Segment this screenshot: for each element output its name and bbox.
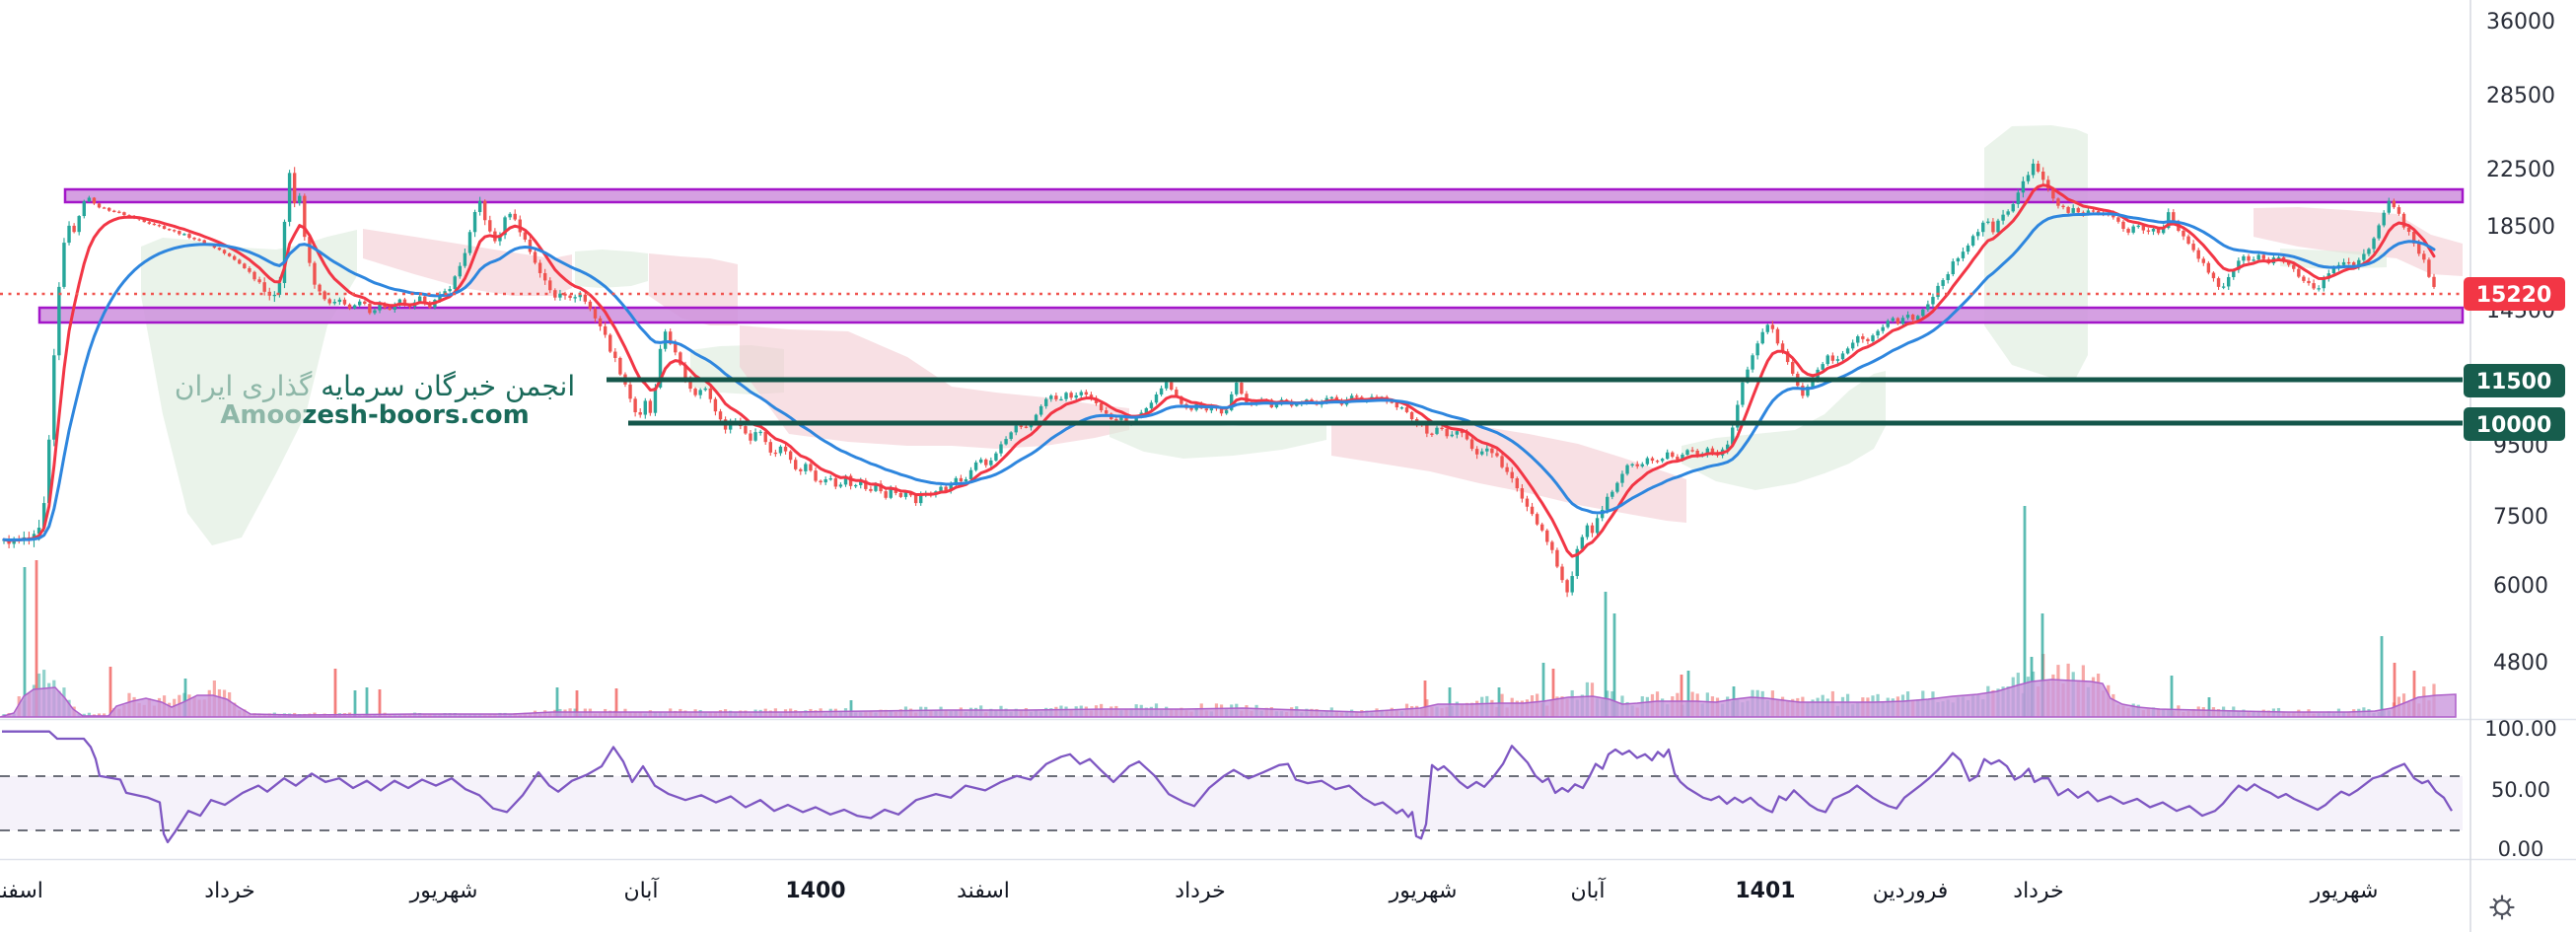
price-axis-label: 7500 (2493, 505, 2548, 530)
time-axis-month-label: شهریور (1389, 879, 1458, 903)
resistance-zone (63, 187, 2465, 204)
price-axis-label: 18500 (2486, 215, 2555, 240)
time-axis-year-label: 1400 (785, 879, 845, 903)
time-axis-month-label: اسفند (957, 879, 1010, 903)
level-badge-10000 (2464, 407, 2565, 441)
indicator-axis-label: 50.00 (2491, 778, 2550, 802)
price-axis[interactable]: 3600028500225001850014500950075006000480… (2486, 10, 2555, 676)
time-axis-month-label: خرداد (2013, 879, 2063, 903)
volume-ma-area (0, 679, 2457, 718)
supply-zone (37, 306, 2465, 324)
oscillator-band (0, 776, 2463, 830)
svg-text:11500: 11500 (2476, 370, 2552, 394)
price-axis-label: 22500 (2486, 158, 2555, 182)
level-badge-11500 (2464, 364, 2565, 397)
time-axis-month-label: آبان (623, 877, 659, 903)
oscillator-line (2, 730, 2453, 844)
indicator-axis[interactable]: 100.00 50.00 0.00 (2484, 717, 2556, 861)
time-axis-year-label: 1401 (1735, 879, 1795, 903)
axis-badges: 11500 10000 15220 (2464, 277, 2565, 441)
price-axis-label: 4800 (2493, 651, 2548, 676)
indicator-axis-label: 100.00 (2484, 717, 2556, 741)
time-axis-month-label: آبان (1570, 877, 1606, 903)
price-axis-label: 28500 (2486, 84, 2555, 108)
time-axis-month-label: اسفند (0, 879, 43, 903)
svg-text:10000: 10000 (2476, 413, 2552, 438)
time-axis-month-label: خرداد (204, 879, 254, 903)
time-axis-month-label: شهریور (2310, 879, 2379, 903)
svg-text:15220: 15220 (2476, 283, 2552, 308)
settings-gear-icon[interactable] (2489, 895, 2515, 920)
oscillator-pane (0, 730, 2463, 844)
price-axis-label: 36000 (2486, 10, 2555, 35)
price-zones-layer (37, 187, 2465, 324)
indicator-axis-label: 0.00 (2498, 837, 2544, 861)
last-price-badge (2464, 277, 2565, 311)
volume-pane (0, 506, 2457, 718)
time-axis-month-label: فروردین (1873, 879, 1949, 903)
support-lines-layer (607, 377, 2463, 426)
price-axis-label: 6000 (2493, 574, 2548, 599)
time-axis-month-label: خرداد (1175, 879, 1225, 903)
time-axis-month-label: شهریور (409, 879, 478, 903)
time-axis[interactable]: اسفند خرداد شهریور آبان 1400 اسفند خرداد شهریور… (0, 877, 2378, 903)
slow-ma-line (2, 212, 2436, 542)
